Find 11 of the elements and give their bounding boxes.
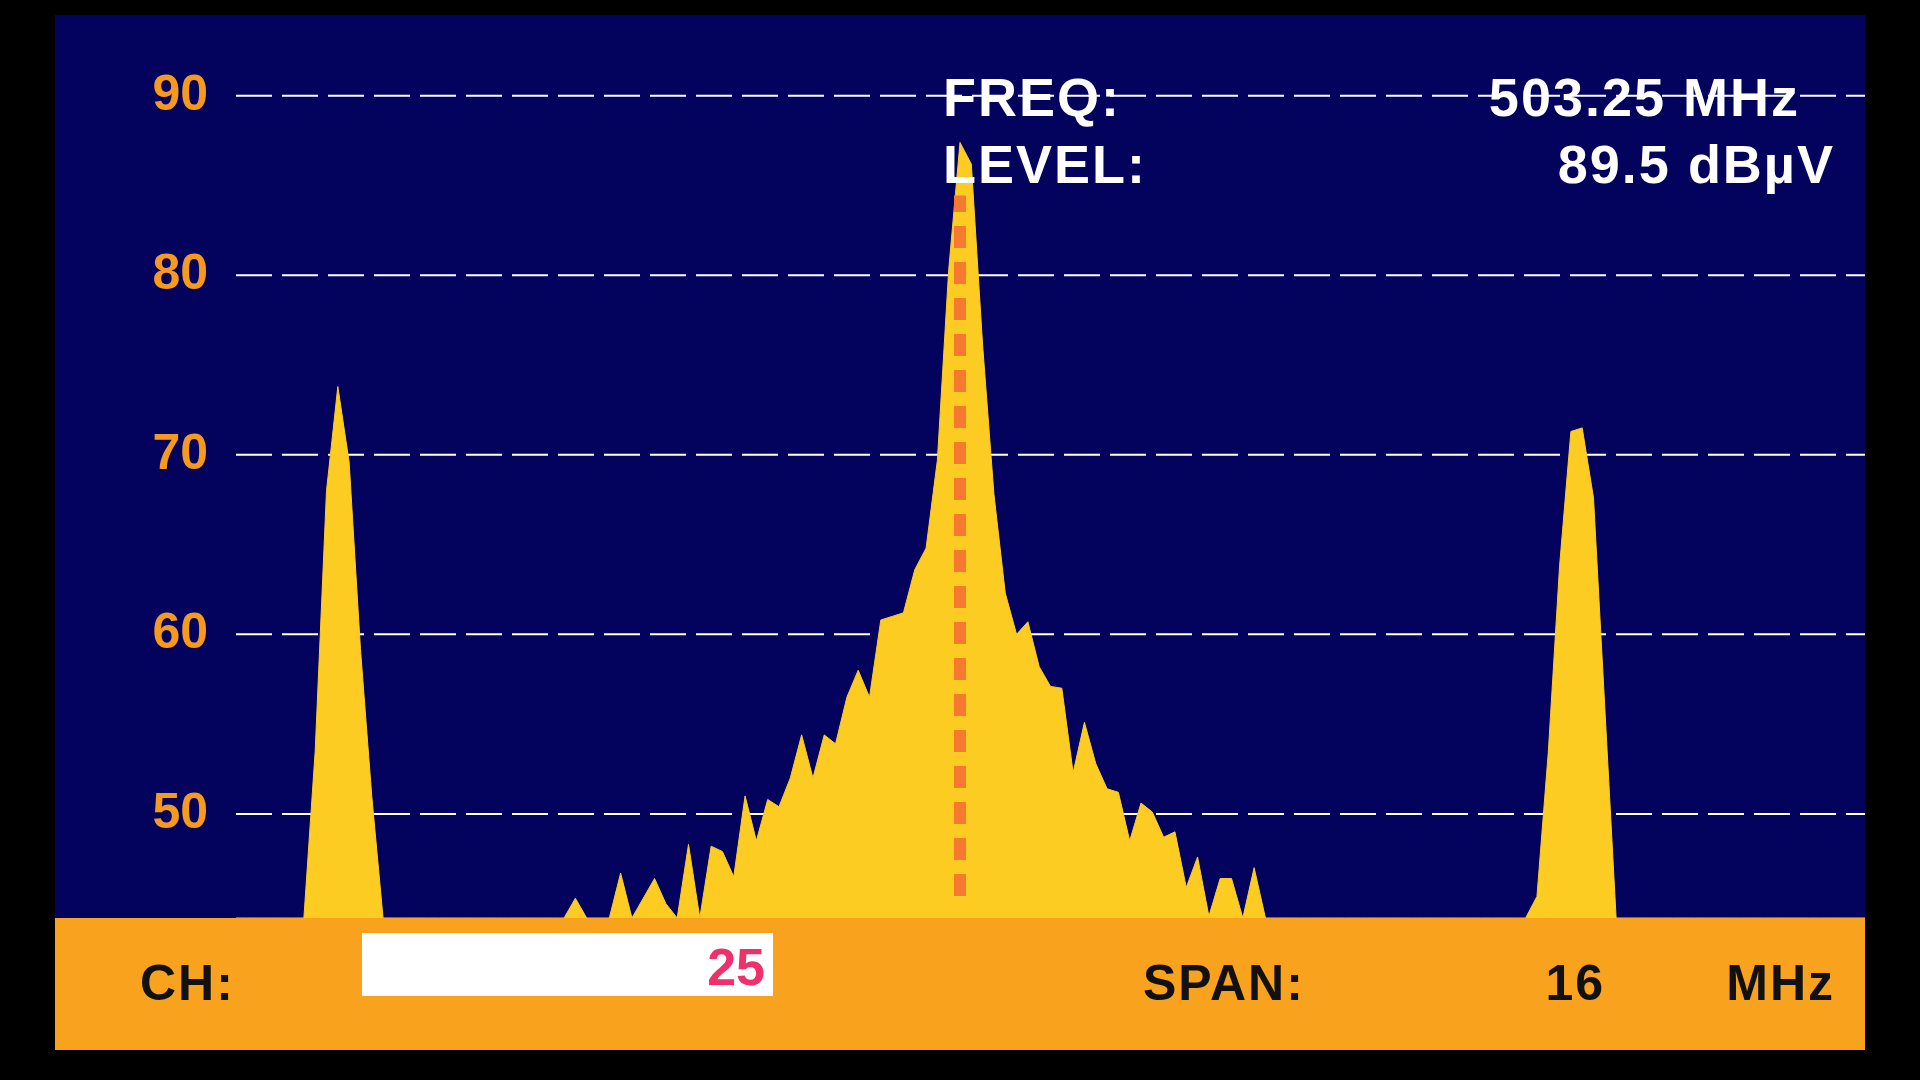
y-tick-label: 50 <box>152 782 208 839</box>
text: SPAN: <box>1143 955 1305 1011</box>
annotation: 89.5 dBµV <box>1557 134 1835 194</box>
text: 25 <box>707 938 765 996</box>
y-tick-label: 90 <box>152 64 208 121</box>
text: MHz <box>1726 955 1835 1011</box>
y-tick-label: 60 <box>152 603 208 660</box>
y-tick-label: 70 <box>152 423 208 480</box>
text: CH: <box>140 955 235 1011</box>
y-tick-label: 80 <box>152 244 208 301</box>
text: 16 <box>1545 955 1605 1011</box>
